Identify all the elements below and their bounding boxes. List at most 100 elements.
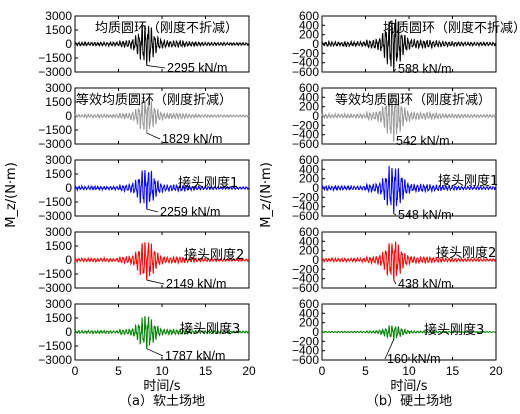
- panel-label: 接头刚度2: [436, 245, 496, 261]
- y-tick-label: −400: [292, 56, 319, 70]
- series-line: [74, 242, 250, 281]
- y-tick-label: −3000: [38, 209, 72, 223]
- series-line: [74, 99, 250, 134]
- y-tick-label: −1500: [38, 123, 72, 137]
- y-tick-label: 400: [299, 234, 319, 248]
- y-tick-label: 3000: [45, 297, 72, 311]
- peak-annotation: 2295 kN/m: [167, 61, 227, 75]
- y-tick-label: −3000: [38, 281, 72, 295]
- peak-annotation: 548 kN/m: [398, 208, 452, 222]
- y-tick-label: −1500: [38, 267, 72, 281]
- y-tick-label: 1500: [45, 167, 72, 181]
- peak-annotation: 160 kN/m: [387, 352, 441, 366]
- peak-annotation: 542 kN/m: [396, 134, 450, 148]
- y-tick-label: 0: [65, 181, 72, 195]
- y-tick-label: −3000: [38, 137, 72, 151]
- y-tick-label: 400: [299, 18, 319, 32]
- y-tick-label: 0: [312, 253, 319, 267]
- x-axis-label: 时间/s: [143, 379, 180, 394]
- y-tick-label: −600: [292, 353, 319, 367]
- panel-label: 等效均质圆环（刚度折减）: [76, 92, 232, 108]
- y-tick-label: 400: [299, 162, 319, 176]
- panel-label: 接头刚度3: [424, 322, 484, 338]
- y-tick-label: −3000: [38, 65, 72, 79]
- peak-annotation: 2149 kN/m: [166, 277, 226, 291]
- annotation-leader: [384, 339, 395, 360]
- annotation-leader: [146, 348, 164, 357]
- y-tick-label: 200: [299, 244, 319, 258]
- panel-label: 接头刚度3: [180, 321, 240, 337]
- y-tick-label: −200: [292, 46, 319, 60]
- series-line: [74, 170, 250, 210]
- panel-label: 接头刚度1: [438, 173, 498, 189]
- x-tick-label: 10: [402, 364, 416, 378]
- y-tick-label: −200: [292, 262, 319, 276]
- x-tick-label: 20: [489, 364, 503, 378]
- x-tick-label: 0: [319, 364, 326, 378]
- y-tick-label: 3000: [45, 9, 72, 23]
- subplot-caption: （b）硬土场地: [366, 394, 452, 409]
- y-tick-label: −200: [292, 334, 319, 348]
- peak-annotation: 2259 kN/m: [160, 205, 220, 219]
- y-tick-label: 400: [299, 306, 319, 320]
- y-tick-label: 600: [299, 297, 319, 311]
- y-tick-label: −1500: [38, 51, 72, 65]
- annotation-leader: [146, 279, 165, 285]
- y-tick-label: 0: [312, 181, 319, 195]
- series-line: [321, 324, 497, 342]
- panel-label: 均质圆环（刚度不折减）: [383, 20, 520, 36]
- y-tick-label: 200: [299, 172, 319, 186]
- series-line: [321, 93, 497, 142]
- y-tick-label: 3000: [45, 225, 72, 239]
- x-tick-label: 15: [199, 364, 213, 378]
- y-tick-label: 600: [299, 153, 319, 167]
- panel-label: 均质圆环（刚度不折减）: [95, 20, 238, 36]
- subplot-caption: （a）软土场地: [119, 394, 205, 409]
- y-tick-label: −400: [292, 128, 319, 142]
- y-tick-label: −400: [292, 344, 319, 358]
- peak-annotation: 1829 kN/m: [162, 132, 222, 146]
- y-tick-label: 0: [65, 325, 72, 339]
- y-tick-label: −600: [292, 137, 319, 151]
- series-line: [321, 165, 497, 214]
- y-axis-label: M_z/(N·m): [4, 162, 19, 228]
- x-tick-label: 0: [72, 364, 79, 378]
- y-tick-label: 3000: [45, 81, 72, 95]
- y-tick-label: 0: [65, 109, 72, 123]
- y-tick-label: −400: [292, 200, 319, 214]
- y-tick-label: 200: [299, 28, 319, 42]
- series-line: [321, 241, 497, 281]
- x-tick-label: 5: [115, 364, 122, 378]
- y-tick-label: −3000: [38, 353, 72, 367]
- y-tick-label: 1500: [45, 23, 72, 37]
- y-tick-label: −200: [292, 190, 319, 204]
- y-tick-label: 200: [299, 100, 319, 114]
- y-tick-label: 3000: [45, 153, 72, 167]
- y-tick-label: −200: [292, 118, 319, 132]
- series-line: [321, 19, 497, 72]
- peak-annotation: 1787 kN/m: [165, 349, 225, 363]
- y-tick-label: 0: [312, 37, 319, 51]
- panel-label: 等效均质圆环（刚度折减）: [335, 92, 491, 108]
- peak-annotation: 588 kN/m: [398, 62, 452, 76]
- y-tick-label: 0: [312, 325, 319, 339]
- x-axis-label: 时间/s: [390, 379, 427, 394]
- y-tick-label: −600: [292, 65, 319, 79]
- y-tick-label: 0: [65, 253, 72, 267]
- y-tick-label: −1500: [38, 339, 72, 353]
- y-tick-label: −1500: [38, 195, 72, 209]
- y-tick-label: 0: [65, 37, 72, 51]
- y-tick-label: 1500: [45, 95, 72, 109]
- y-tick-label: −600: [292, 281, 319, 295]
- y-tick-label: 200: [299, 316, 319, 330]
